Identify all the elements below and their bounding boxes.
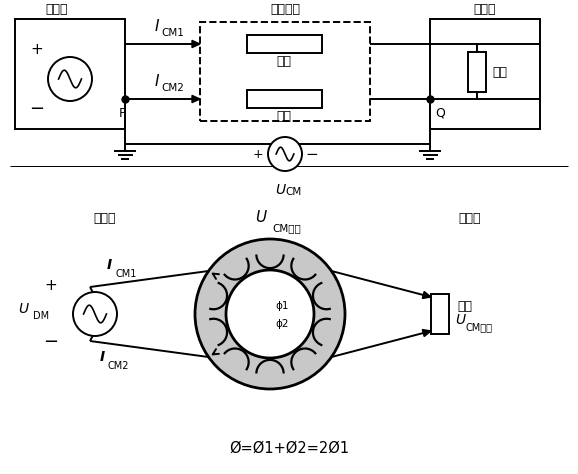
Text: I: I [100, 350, 105, 364]
Text: +: + [253, 147, 264, 161]
Text: −: − [306, 146, 318, 162]
Text: DM: DM [33, 311, 49, 321]
Text: CM1: CM1 [115, 269, 136, 279]
Text: CM1: CM1 [161, 28, 184, 38]
Text: U: U [255, 210, 266, 225]
Text: I: I [155, 19, 160, 34]
Text: CM负载: CM负载 [465, 322, 492, 332]
Circle shape [73, 292, 117, 336]
Bar [431, 294, 449, 334]
Text: CM2: CM2 [108, 361, 129, 371]
Polygon shape [192, 40, 200, 47]
Text: 电源：: 电源： [45, 2, 68, 16]
Text: 阻抗: 阻抗 [276, 109, 291, 122]
Circle shape [226, 270, 314, 358]
Text: Q: Q [435, 107, 445, 119]
Text: 设备：: 设备： [474, 2, 497, 16]
Text: U: U [18, 302, 28, 316]
Text: I: I [155, 74, 160, 89]
Text: I: I [107, 258, 112, 272]
Text: U: U [455, 313, 465, 327]
Polygon shape [192, 95, 200, 102]
Bar [247, 35, 322, 53]
Circle shape [195, 239, 345, 389]
Text: ϕ1: ϕ1 [275, 301, 289, 311]
Text: +: + [31, 42, 43, 56]
Text: −: − [43, 333, 58, 351]
Bar [15, 19, 125, 129]
Text: ϕ2: ϕ2 [275, 319, 289, 329]
Text: 负载: 负载 [457, 300, 472, 312]
Bar [200, 22, 370, 121]
Bar [468, 52, 486, 92]
Bar [247, 90, 322, 108]
Text: CM线圈: CM线圈 [272, 223, 301, 233]
Text: 阻抗: 阻抗 [492, 65, 507, 79]
Text: CM: CM [286, 186, 302, 197]
Circle shape [48, 57, 92, 101]
Text: +: + [45, 279, 57, 293]
Text: 阻抗: 阻抗 [276, 55, 291, 67]
Text: U: U [275, 183, 285, 197]
Text: 设备：: 设备： [459, 212, 481, 225]
Text: −: − [29, 100, 45, 118]
Text: CM2: CM2 [161, 83, 184, 93]
Polygon shape [423, 292, 431, 299]
Text: 电源：: 电源： [94, 212, 116, 225]
Polygon shape [423, 329, 431, 337]
Text: 共模滤波: 共模滤波 [270, 2, 300, 16]
Text: Ø=Ø1+Ø2=2Ø1: Ø=Ø1+Ø2=2Ø1 [229, 441, 349, 456]
Circle shape [268, 137, 302, 171]
Bar [430, 19, 540, 129]
Text: P: P [119, 107, 127, 119]
